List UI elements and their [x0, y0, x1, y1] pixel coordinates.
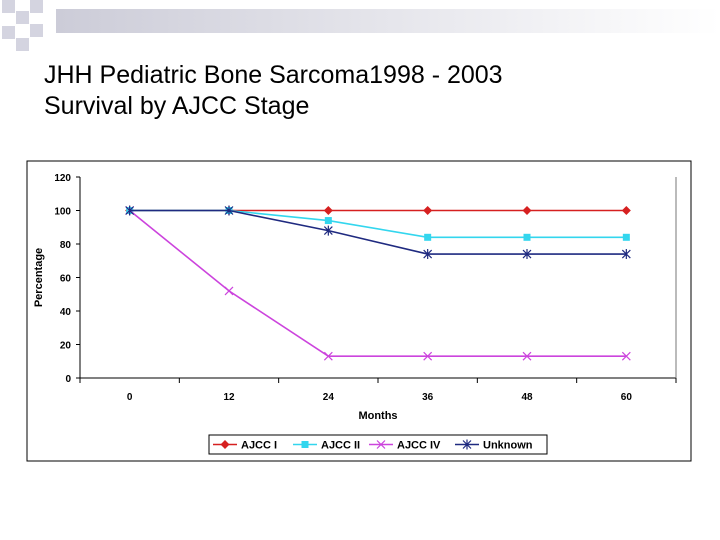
- data-point: [621, 249, 631, 260]
- x-tick-label: 48: [521, 392, 533, 403]
- y-tick-label: 40: [60, 307, 72, 318]
- y-tick-label: 80: [60, 240, 72, 251]
- data-point: [523, 233, 531, 241]
- legend-label: AJCC IV: [397, 440, 441, 452]
- series-line-unknown: [129, 209, 627, 255]
- y-tick-label: 120: [54, 173, 71, 184]
- y-tick-label: 100: [54, 207, 71, 218]
- legend-marker: [301, 441, 309, 448]
- data-point: [125, 205, 135, 216]
- data-point: [522, 206, 532, 215]
- slide-title-line-1: JHH Pediatric Bone Sarcoma1998 - 2003: [44, 61, 503, 89]
- data-point: [424, 233, 432, 241]
- data-point: [323, 225, 333, 236]
- data-point: [323, 206, 333, 215]
- data-point: [324, 217, 332, 225]
- legend-label: AJCC II: [321, 440, 360, 452]
- legend-marker: [462, 439, 472, 450]
- data-point: [622, 233, 630, 241]
- chart-border: [26, 160, 692, 462]
- x-tick-label: 36: [422, 392, 434, 403]
- legend-label: Unknown: [483, 440, 533, 452]
- data-point: [621, 351, 631, 361]
- x-axis-title: Months: [358, 410, 397, 422]
- legend-marker: [376, 440, 386, 449]
- data-point: [621, 206, 631, 215]
- data-point: [423, 249, 433, 260]
- legend-label: AJCC I: [241, 440, 277, 452]
- data-point: [224, 205, 234, 216]
- data-point: [522, 249, 532, 260]
- y-axis-title: Percentage: [33, 248, 45, 307]
- legend-marker: [220, 440, 230, 449]
- slide-title: JHH Pediatric Bone Sarcoma1998 - 2003 Su…: [44, 60, 503, 122]
- corner-decoration: [2, 0, 720, 51]
- x-tick-label: 0: [127, 392, 133, 403]
- y-tick-label: 60: [60, 274, 72, 285]
- series-line-ajcc-ii: [129, 209, 627, 239]
- data-point: [224, 286, 234, 296]
- data-point: [323, 351, 333, 361]
- data-point: [522, 351, 532, 361]
- data-point: [423, 351, 433, 361]
- x-tick-label: 12: [223, 392, 235, 403]
- y-tick-label: 0: [65, 374, 71, 385]
- slide-title-line-2: Survival by AJCC Stage: [44, 92, 310, 120]
- x-tick-label: 24: [323, 392, 335, 403]
- series-line-ajcc-iv: [129, 209, 627, 358]
- data-point: [423, 206, 433, 215]
- y-tick-label: 20: [60, 341, 72, 352]
- x-tick-label: 60: [621, 392, 633, 403]
